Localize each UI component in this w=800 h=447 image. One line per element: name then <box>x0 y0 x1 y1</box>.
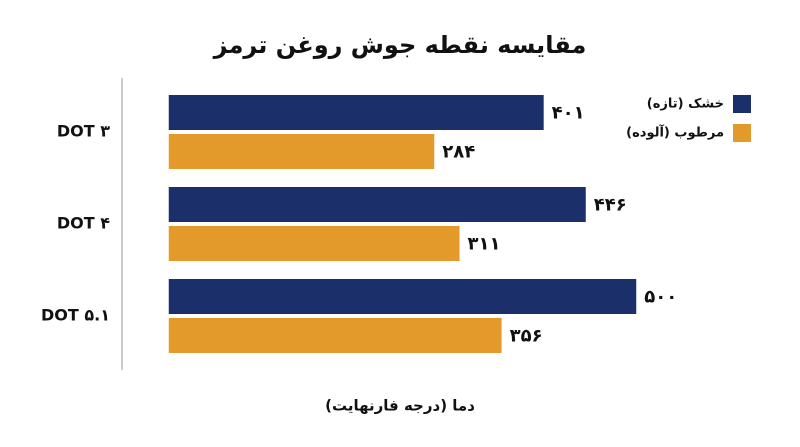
bar <box>168 318 502 353</box>
legend-swatch <box>733 124 751 142</box>
bar <box>168 134 435 169</box>
x-axis-label: دما (درجه فارنهایت) <box>325 397 475 415</box>
data-label: ۴۰۱ <box>552 103 585 124</box>
chart-title: مقایسه نقطه جوش روغن ترمز <box>213 31 587 59</box>
bar <box>168 226 460 261</box>
y-tick-label: DOT ۴ <box>57 214 110 233</box>
y-tick-label: DOT ۳ <box>57 122 110 141</box>
bar <box>168 95 544 130</box>
bar <box>168 187 586 222</box>
data-label: ۵۰۰ <box>644 287 677 308</box>
data-label: ۳۵۶ <box>510 326 543 347</box>
legend-label: خشک (تازه) <box>647 97 724 112</box>
data-label: ۲۸۴ <box>442 142 475 163</box>
bar <box>168 279 637 314</box>
legend-swatch <box>733 95 751 113</box>
data-label: ۴۴۶ <box>594 195 627 216</box>
y-tick-label: DOT ۵.۱ <box>41 306 110 325</box>
legend-label: مرطوب (آلوده) <box>626 124 724 141</box>
data-label: ۳۱۱ <box>468 234 501 255</box>
